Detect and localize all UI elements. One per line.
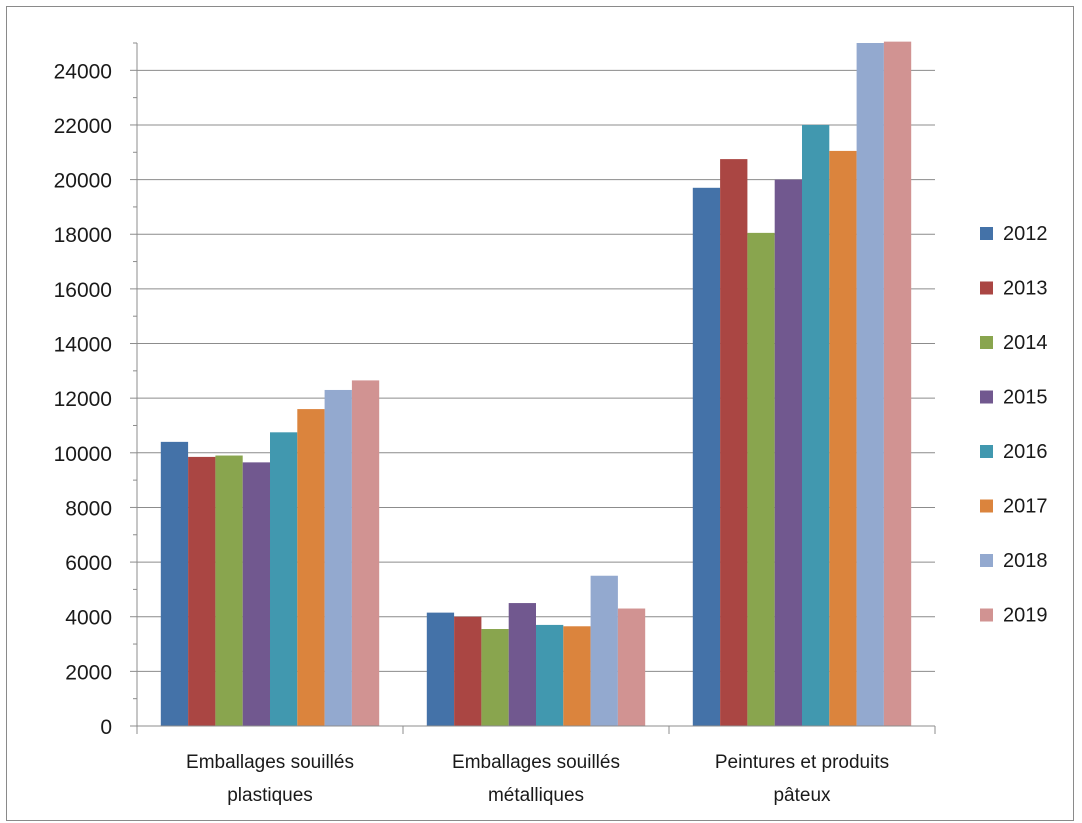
y-axis-ticks: 0 2000 4000 6000 8000 10000 12000 14000 16000 180… <box>54 60 112 739</box>
x-category-label: Emballages souillés <box>452 752 620 773</box>
legend-label: 2016 <box>1003 441 1048 463</box>
y-tick-label: 24000 <box>54 60 112 83</box>
bar-2015 <box>242 462 270 726</box>
x-category-label: Peintures et produits <box>715 752 889 773</box>
bar-2017 <box>563 626 591 726</box>
bar-2017 <box>297 409 325 726</box>
legend-label: 2019 <box>1003 605 1048 627</box>
bar-2019 <box>351 380 380 726</box>
y-tick-label: 14000 <box>54 334 112 357</box>
legend-swatch-2014 <box>980 336 993 349</box>
y-tick-label: 4000 <box>65 607 112 630</box>
y-tick-label: 20000 <box>54 170 112 193</box>
bar-2014 <box>215 455 243 726</box>
bar-2014 <box>481 629 509 726</box>
x-axis-categories: Emballages souillés plastiques Emballages … <box>186 752 889 806</box>
bar-2019 <box>883 41 912 727</box>
x-category-label: pâteux <box>773 785 831 806</box>
bar-2013 <box>720 159 748 727</box>
x-category-label: plastiques <box>227 785 313 806</box>
legend-swatch-2012 <box>980 227 993 240</box>
bar-2018 <box>856 43 884 726</box>
y-tick-label: 18000 <box>54 224 112 247</box>
bar-2017 <box>829 150 857 726</box>
bar-2019 <box>617 608 646 726</box>
legend-swatch-2018 <box>980 554 993 567</box>
y-tick-label: 0 <box>100 716 112 739</box>
bar-2016 <box>536 624 564 726</box>
bar-2016 <box>802 124 830 726</box>
bar-2018 <box>590 575 618 726</box>
bar-2015 <box>508 603 536 726</box>
legend-label: 2015 <box>1003 387 1048 409</box>
x-category-label: Emballages souillés <box>186 752 354 773</box>
axes <box>130 42 936 734</box>
bar-2018 <box>324 389 352 726</box>
legend-label: 2013 <box>1003 278 1048 300</box>
legend-label: 2018 <box>1003 550 1048 572</box>
legend-swatch-2016 <box>980 445 993 458</box>
bar-2013 <box>188 456 216 726</box>
legend-swatch-2013 <box>980 281 993 295</box>
legend-label: 2017 <box>1003 496 1048 518</box>
x-category-label: métalliques <box>488 785 584 806</box>
y-tick-label: 8000 <box>65 497 112 520</box>
legend: 2012 2013 2014 2015 2016 2017 2018 2019 <box>980 223 1048 627</box>
bar-2015 <box>774 179 802 727</box>
bar-2014 <box>747 232 775 726</box>
bar-2013 <box>454 616 482 726</box>
bar-2012 <box>426 612 455 726</box>
y-tick-label: 16000 <box>54 279 112 302</box>
bar-2016 <box>270 432 298 726</box>
y-tick-label: 22000 <box>54 115 112 138</box>
legend-swatch-2017 <box>980 499 993 513</box>
bar-2012 <box>160 441 189 726</box>
y-tick-label: 10000 <box>54 443 112 466</box>
legend-swatch-2015 <box>980 390 993 404</box>
bars-group <box>160 41 912 727</box>
bar-2012 <box>692 187 721 726</box>
legend-swatch-2019 <box>980 608 993 622</box>
legend-label: 2012 <box>1003 223 1048 245</box>
y-tick-label: 12000 <box>54 388 112 411</box>
y-tick-label: 6000 <box>65 552 112 575</box>
legend-label: 2014 <box>1003 332 1048 354</box>
y-tick-label: 2000 <box>65 661 112 684</box>
